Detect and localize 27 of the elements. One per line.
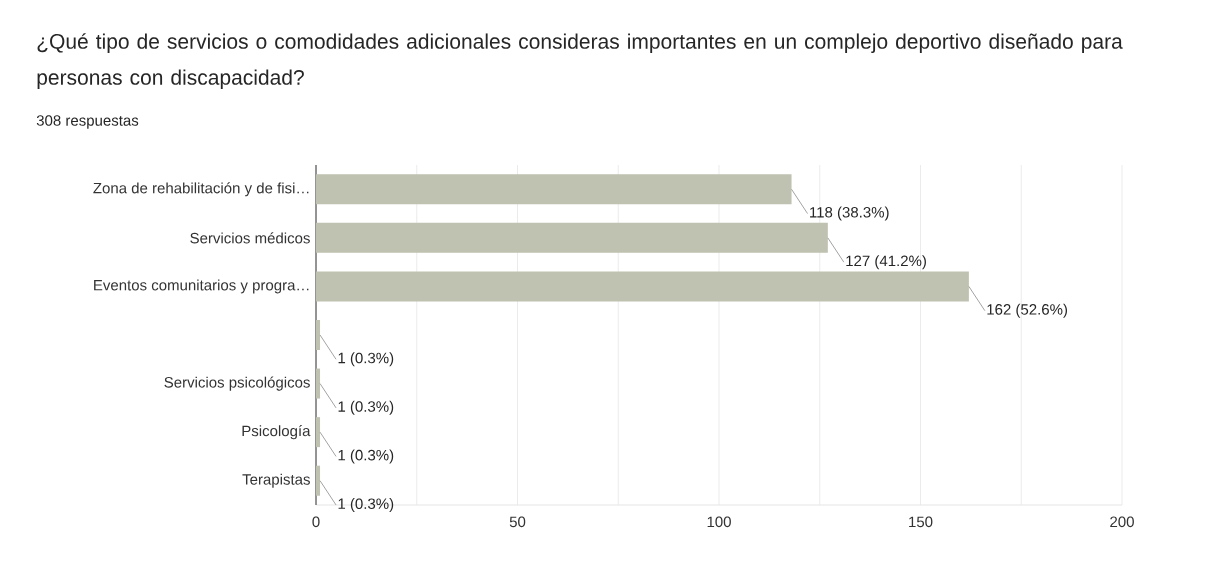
data-label: 118 (38.3%) [810, 206, 889, 221]
bar [316, 320, 321, 350]
data-label: 1 (0.3%) [338, 400, 394, 415]
bar [316, 271, 969, 302]
text: 308 respuestas [36, 115, 139, 129]
y-tick-label: Psicología [242, 425, 311, 440]
y-tick-label: Servicios psicológicos [164, 376, 310, 391]
y-tick-label: Servicios médicos [190, 232, 310, 244]
data-label: 1 (0.3%) [338, 498, 394, 512]
bar [316, 417, 321, 448]
bar [316, 174, 792, 205]
data-label: 1 (0.3%) [338, 352, 394, 367]
x-tick-label: 50 [509, 516, 526, 528]
y-tick-label: Zona de rehabilitación y de fisi… [93, 182, 309, 197]
data-label: 162 (52.6%) [987, 303, 1068, 318]
x-tick-label: 200 [1110, 516, 1134, 528]
bar [316, 465, 321, 496]
x-tick-label: 150 [909, 516, 933, 528]
x-tick-label: 0 [312, 516, 320, 528]
bar [316, 222, 828, 253]
data-label: 127 (41.2%) [846, 255, 926, 270]
bar [316, 368, 321, 399]
data-label: 1 (0.3%) [338, 449, 394, 464]
y-tick-label: Eventos comunitarios y progra… [94, 279, 309, 294]
x-tick-label: 100 [707, 516, 731, 528]
chart-title: ¿Qué tipo de servicios o comodidades adicionales consideras importantes en un complejo deportivo diseñado para personas con discapacidad? [37, 33, 1123, 90]
y-tick-label: Terapistas [242, 473, 310, 488]
